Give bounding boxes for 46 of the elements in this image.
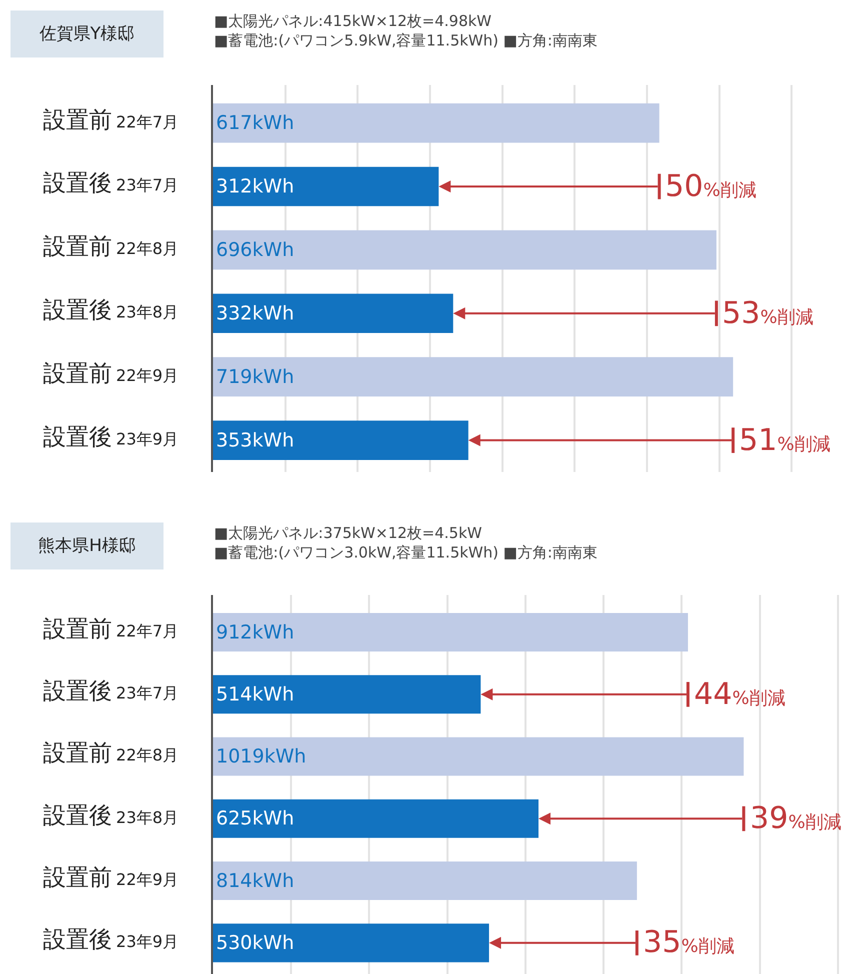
- y-tick-label: 設置後 23年9月: [43, 927, 179, 954]
- annotation: 51%削減: [739, 423, 830, 458]
- bar: [213, 799, 538, 838]
- data-label: 353kWh: [216, 429, 294, 452]
- y-tick-label: 設置後 23年9月: [43, 424, 179, 450]
- bar: [213, 862, 637, 900]
- bar: [213, 924, 490, 962]
- bar: [213, 294, 454, 334]
- chart-title: 佐賀県Y様邸: [39, 24, 135, 44]
- chart-subtitle: ■太陽光パネル:375kW×12枚=4.5kW ■蓄電池:(パワコン3.0kW,容量11.5kWh) ■方角:南南東: [214, 524, 598, 562]
- y-tick-label: 設置後 23年7月: [43, 170, 179, 197]
- data-label: 696kWh: [216, 238, 294, 261]
- bar: [213, 103, 660, 143]
- y-tick-label: 設置前 22年7月: [43, 616, 179, 642]
- data-label: 625kWh: [216, 808, 294, 830]
- y-tick-label: 設置前 22年8月: [43, 740, 179, 767]
- data-label: 530kWh: [216, 932, 294, 954]
- bar: [213, 357, 734, 396]
- annotation: 53%削減: [722, 296, 814, 331]
- bar: [213, 230, 716, 270]
- y-tick-label: 設置前 22年8月: [43, 234, 179, 260]
- annotation: 44%削減: [694, 677, 786, 712]
- y-tick-label: 設置前 22年7月: [43, 107, 179, 134]
- data-label: 912kWh: [216, 621, 294, 644]
- y-tick-label: 設置後 23年7月: [43, 678, 179, 705]
- bar: [213, 613, 688, 652]
- data-label: 514kWh: [216, 683, 294, 706]
- chart-subtitle: ■太陽光パネル:415kW×12枚=4.98kW ■蓄電池:(パワコン5.9kW,容量11.5kWh) ■方角:南南東: [214, 12, 598, 50]
- y-tick-label: 設置後 23年8月: [43, 298, 179, 324]
- data-label: 332kWh: [216, 302, 294, 324]
- bar: [213, 737, 744, 776]
- chart-title: 熊本県H様邸: [38, 536, 136, 556]
- data-label: 814kWh: [216, 870, 294, 892]
- annotation: 35%削減: [643, 925, 734, 960]
- bar: [213, 675, 481, 714]
- y-tick-label: 設置前 22年9月: [43, 361, 179, 388]
- bar: [213, 166, 439, 206]
- y-tick-label: 設置前 22年9月: [43, 865, 179, 891]
- data-label: 617kWh: [216, 112, 294, 134]
- data-label: 719kWh: [216, 366, 294, 388]
- annotation: 50%削減: [665, 169, 756, 204]
- bar: [213, 420, 468, 460]
- annotation: 39%削減: [750, 801, 842, 836]
- data-label: 1019kWh: [216, 746, 306, 768]
- y-tick-label: 設置後 23年8月: [43, 802, 179, 829]
- data-label: 312kWh: [216, 176, 294, 198]
